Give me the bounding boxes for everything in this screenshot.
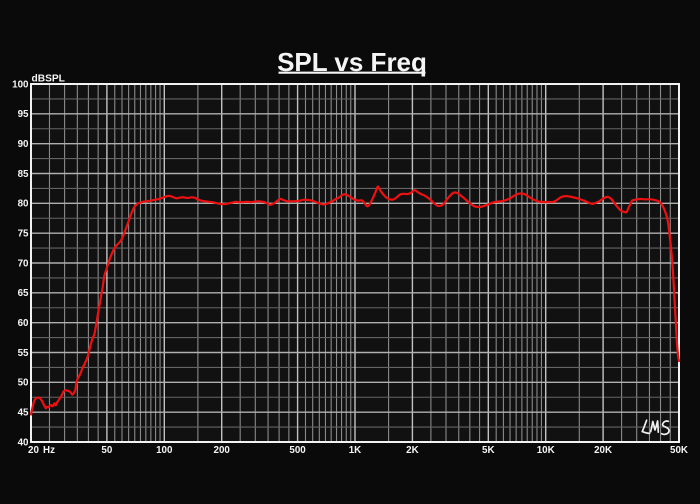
svg-text:200: 200 (214, 445, 231, 456)
svg-text:20: 20 (28, 445, 39, 456)
svg-text:75: 75 (18, 229, 29, 240)
svg-text:45: 45 (18, 408, 29, 419)
svg-text:80: 80 (18, 199, 29, 210)
svg-text:dBSPL: dBSPL (32, 73, 65, 84)
svg-text:100: 100 (12, 79, 29, 90)
svg-text:500: 500 (289, 445, 306, 456)
svg-text:10K: 10K (537, 445, 555, 456)
svg-text:100: 100 (156, 445, 173, 456)
svg-text:95: 95 (18, 109, 29, 120)
svg-text:20K: 20K (594, 445, 612, 456)
svg-text:70: 70 (18, 258, 29, 269)
svg-text:60: 60 (18, 318, 29, 329)
svg-text:55: 55 (18, 348, 29, 359)
svg-text:40: 40 (18, 437, 29, 448)
svg-text:85: 85 (18, 169, 29, 180)
svg-text:65: 65 (18, 288, 29, 299)
svg-text:2K: 2K (406, 445, 419, 456)
svg-text:50K: 50K (670, 445, 688, 456)
svg-text:5K: 5K (482, 445, 495, 456)
svg-text:1K: 1K (349, 445, 362, 456)
svg-text:Hz: Hz (43, 445, 55, 456)
svg-text:50: 50 (18, 378, 29, 389)
svg-text:90: 90 (18, 139, 29, 150)
svg-text:50: 50 (101, 445, 112, 456)
